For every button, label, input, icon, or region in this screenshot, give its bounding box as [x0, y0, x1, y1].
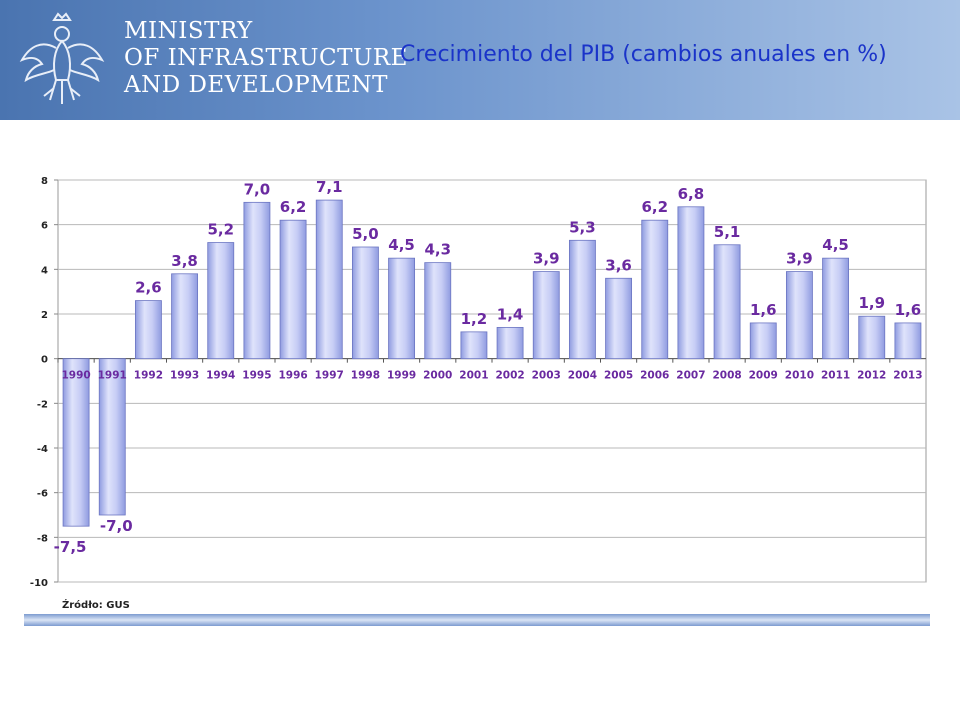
- x-tick-label: 1994: [206, 370, 235, 382]
- bar: [315, 199, 343, 360]
- x-tick-label: 1996: [278, 370, 307, 382]
- y-tick-label: -8: [37, 533, 48, 544]
- y-tick-label: -4: [37, 444, 48, 455]
- bar: [568, 239, 596, 360]
- bar: [641, 219, 669, 360]
- y-tick-label: 8: [41, 176, 48, 187]
- y-tick-label: 2: [41, 310, 48, 321]
- x-tick-label: 1990: [61, 370, 90, 382]
- slide-title: Crecimiento del PIB (cambios anuales en …: [400, 42, 887, 67]
- bar: [858, 315, 886, 360]
- data-label: 6,2: [280, 198, 307, 216]
- x-tick-label: 1992: [134, 370, 163, 382]
- y-tick-label: -6: [37, 489, 48, 500]
- data-label: 5,1: [714, 223, 741, 241]
- bar: [605, 277, 633, 360]
- data-label: 3,9: [533, 250, 560, 268]
- data-label: 7,0: [244, 180, 271, 198]
- header-banner: MINISTRY OF INFRASTRUCTURE AND DEVELOPME…: [0, 0, 960, 120]
- x-tick-label: 2013: [893, 370, 922, 382]
- ministry-line-1: MINISTRY: [124, 18, 253, 44]
- bar: [713, 244, 741, 360]
- data-label: 3,9: [786, 250, 813, 268]
- bar: [496, 326, 524, 360]
- data-label: 1,2: [461, 310, 488, 328]
- data-label: 4,3: [424, 241, 451, 259]
- y-tick-label: 6: [41, 221, 48, 232]
- y-tick-label: -2: [37, 399, 48, 410]
- data-label: 6,8: [678, 185, 705, 203]
- data-label: 1,6: [750, 301, 777, 319]
- x-tick-label: 1999: [387, 370, 416, 382]
- data-label: 1,6: [895, 301, 922, 319]
- x-tick-label: 2010: [785, 370, 814, 382]
- x-tick-label: 2004: [568, 370, 597, 382]
- source-note: Źródło: GUS: [62, 600, 130, 611]
- ministry-line-3: AND DEVELOPMENT: [124, 72, 389, 98]
- data-label: 3,6: [605, 256, 632, 274]
- data-label: 4,5: [822, 236, 849, 254]
- bar: [62, 358, 90, 527]
- bar: [351, 246, 379, 360]
- x-tick-label: 2006: [640, 370, 669, 382]
- footer-bar: [24, 614, 930, 626]
- x-tick-label: 1998: [351, 370, 380, 382]
- data-label: -7,5: [54, 538, 87, 556]
- data-label: 5,2: [207, 221, 234, 239]
- x-tick-label: 1997: [315, 370, 344, 382]
- bar: [279, 219, 307, 360]
- plot-area: [57, 179, 927, 583]
- data-label: 5,0: [352, 225, 379, 243]
- data-label: 1,9: [858, 294, 885, 312]
- bar: [532, 271, 560, 360]
- bar: [98, 358, 126, 516]
- bar: [894, 322, 922, 360]
- x-tick-label: 1993: [170, 370, 199, 382]
- y-tick-label: -10: [30, 578, 48, 589]
- data-label: 6,2: [641, 198, 668, 216]
- polish-eagle-icon: [19, 12, 105, 104]
- x-tick-label: 2009: [749, 370, 778, 382]
- bar: [785, 271, 813, 360]
- data-label: 3,8: [171, 252, 198, 270]
- bar: [749, 322, 777, 360]
- gdp-growth-bar-chart: 8 6 4 2 0 -2 -4 -6 -8 -10 1990 -7,5 1991 -7,0 1992 2,6…: [30, 176, 927, 589]
- ministry-line-2: OF INFRASTRUCTURE: [124, 45, 408, 71]
- bar: [388, 257, 416, 360]
- data-label: 4,5: [388, 236, 415, 254]
- y-tick-label: 4: [41, 265, 48, 276]
- x-tick-label: 2001: [459, 370, 488, 382]
- bar: [677, 206, 705, 360]
- data-label: 7,1: [316, 178, 343, 196]
- ministry-name: MINISTRY OF INFRASTRUCTURE AND DEVELOPME…: [124, 18, 408, 99]
- bar: [207, 242, 235, 360]
- y-tick-label: 0: [41, 355, 48, 366]
- bar: [822, 257, 850, 360]
- data-label: 2,6: [135, 279, 162, 297]
- bar: [243, 201, 271, 360]
- x-tick-label: 2005: [604, 370, 633, 382]
- x-tick-label: 2002: [495, 370, 524, 382]
- x-tick-label: 2012: [857, 370, 886, 382]
- data-label: 5,3: [569, 218, 596, 236]
- bar: [460, 331, 488, 360]
- data-label: 1,4: [497, 305, 524, 323]
- bar: [134, 300, 162, 360]
- x-tick-label: 2007: [676, 370, 705, 382]
- bar: [424, 262, 452, 360]
- x-tick-label: 2003: [532, 370, 561, 382]
- x-tick-label: 2011: [821, 370, 850, 382]
- bar: [171, 273, 199, 360]
- x-tick-label: 1995: [242, 370, 271, 382]
- x-tick-label: 1991: [98, 370, 127, 382]
- data-label: -7,0: [100, 517, 133, 535]
- x-tick-label: 2000: [423, 370, 452, 382]
- x-tick-label: 2008: [712, 370, 741, 382]
